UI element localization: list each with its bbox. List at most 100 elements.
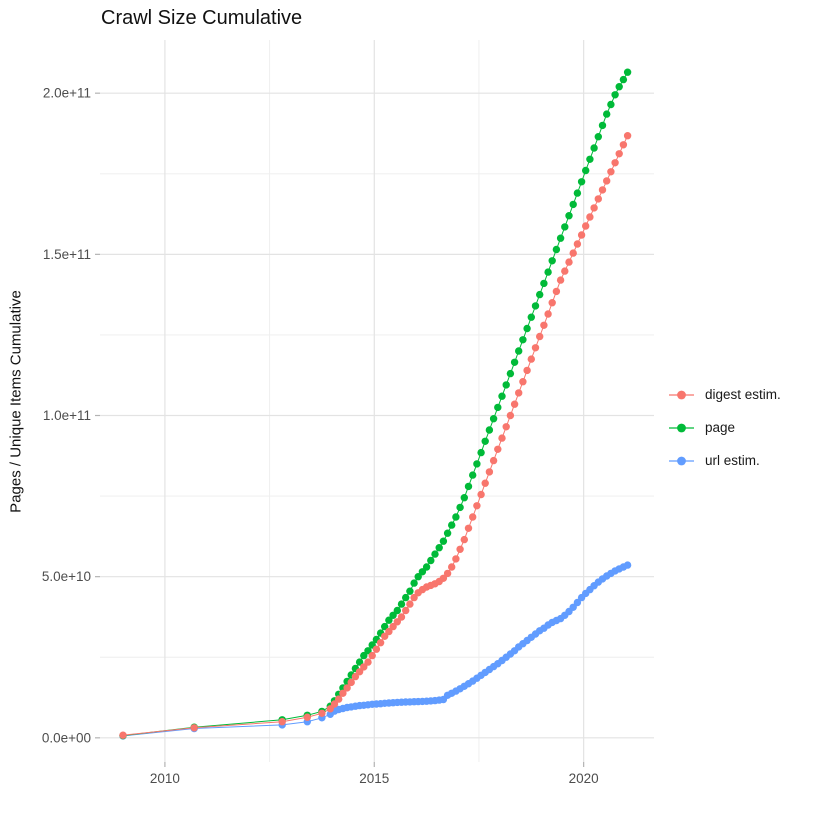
data-point-page	[540, 279, 548, 288]
data-point-digest-estim-	[397, 613, 406, 621]
data-point-digest-estim-	[603, 177, 611, 185]
legend-label-url: url estim.	[705, 453, 760, 468]
data-point-page	[410, 579, 418, 587]
legend-key-digest-icon	[669, 390, 694, 399]
data-point-page	[414, 573, 422, 581]
data-point-page	[443, 529, 452, 537]
data-point-digest-estim-	[318, 709, 326, 717]
data-point-digest-estim-	[598, 186, 607, 194]
data-point-digest-estim-	[326, 705, 334, 713]
data-point-digest-estim-	[389, 622, 397, 631]
data-point-digest-estim-	[519, 378, 527, 386]
data-point-digest-estim-	[536, 332, 544, 341]
data-point-digest-estim-	[623, 132, 632, 140]
data-point-digest-estim-	[552, 287, 561, 296]
data-point-digest-estim-	[544, 310, 552, 318]
data-point-digest-estim-	[393, 618, 401, 626]
data-point-digest-estim-	[615, 150, 623, 158]
data-point-digest-estim-	[443, 569, 452, 578]
data-point-page	[598, 121, 607, 130]
data-point-page	[397, 600, 406, 608]
data-point-digest-estim-	[406, 600, 414, 608]
legend-item-digest: digest estim.	[668, 378, 781, 411]
data-point-page	[586, 155, 594, 163]
data-point-page	[590, 144, 598, 152]
data-point-digest-estim-	[460, 535, 468, 544]
data-point-digest-estim-	[594, 195, 602, 203]
data-point-page	[510, 358, 519, 366]
data-point-page	[582, 166, 590, 175]
data-point-digest-estim-	[494, 445, 502, 453]
data-point-page	[439, 537, 448, 545]
data-point-digest-estim-	[527, 355, 535, 363]
data-point-digest-estim-	[402, 606, 410, 615]
data-point-digest-estim-	[119, 731, 127, 739]
data-point-page	[360, 651, 368, 660]
data-point-digest-estim-	[577, 231, 586, 239]
data-point-page	[427, 556, 435, 565]
data-point-digest-estim-	[506, 411, 515, 420]
data-point-page	[469, 471, 477, 479]
data-point-digest-estim-	[303, 713, 311, 721]
data-point-page	[481, 437, 489, 445]
data-point-digest-estim-	[531, 344, 540, 352]
data-point-digest-estim-	[565, 258, 573, 266]
legend-item-url: url estim.	[668, 444, 781, 477]
data-point-digest-estim-	[190, 724, 198, 732]
data-point-url-estim-	[569, 603, 577, 611]
data-point-digest-estim-	[477, 490, 485, 499]
data-point-digest-estim-	[469, 513, 477, 521]
chart-title: Crawl Size Cumulative	[101, 7, 303, 29]
data-point-page	[611, 91, 619, 99]
data-point-digest-estim-	[452, 555, 460, 563]
data-point-page	[364, 647, 372, 655]
data-point-page	[561, 223, 569, 231]
data-point-digest-estim-	[385, 627, 393, 636]
data-point-page	[573, 189, 582, 197]
data-point-digest-estim-	[548, 299, 556, 307]
data-point-page	[531, 302, 540, 310]
data-point-page	[435, 544, 443, 552]
x-tick-label: 2020	[569, 771, 599, 786]
data-point-page	[619, 75, 628, 84]
legend-label-digest: digest estim.	[705, 387, 781, 402]
data-point-digest-estim-	[619, 141, 628, 149]
y-tick-label: 1.5e+11	[43, 247, 91, 262]
data-point-page	[615, 83, 623, 91]
data-point-digest-estim-	[485, 468, 494, 476]
data-point-page	[569, 200, 577, 209]
data-point-digest-estim-	[607, 168, 615, 176]
data-point-page	[393, 606, 401, 615]
data-point-page	[556, 234, 565, 242]
data-point-page	[565, 212, 573, 220]
legend-key-url-icon	[669, 456, 694, 465]
data-point-page	[381, 622, 389, 631]
data-point-digest-estim-	[489, 456, 498, 465]
data-point-page	[506, 369, 515, 378]
data-point-page	[418, 568, 427, 576]
legend: digest estim. page url estim.	[668, 378, 781, 477]
data-point-digest-estim-	[523, 366, 531, 375]
data-point-page	[544, 268, 552, 276]
data-point-page	[548, 257, 556, 265]
data-point-page	[355, 658, 364, 666]
y-tick-label: 2.0e+11	[43, 86, 91, 101]
data-point-page	[431, 550, 439, 558]
data-point-page	[594, 133, 602, 141]
data-point-page	[460, 494, 468, 502]
data-point-page	[489, 415, 498, 423]
data-point-page	[623, 68, 632, 76]
data-point-digest-estim-	[561, 267, 569, 275]
data-point-digest-estim-	[573, 240, 582, 248]
legend-label-page: page	[705, 420, 736, 435]
data-point-page	[473, 460, 481, 468]
data-point-digest-estim-	[439, 574, 448, 582]
x-tick-label: 2015	[359, 771, 389, 786]
data-point-digest-estim-	[515, 389, 523, 397]
data-point-digest-estim-	[502, 423, 510, 431]
data-point-digest-estim-	[330, 700, 339, 708]
data-point-digest-estim-	[335, 695, 343, 703]
data-point-page	[406, 587, 414, 595]
